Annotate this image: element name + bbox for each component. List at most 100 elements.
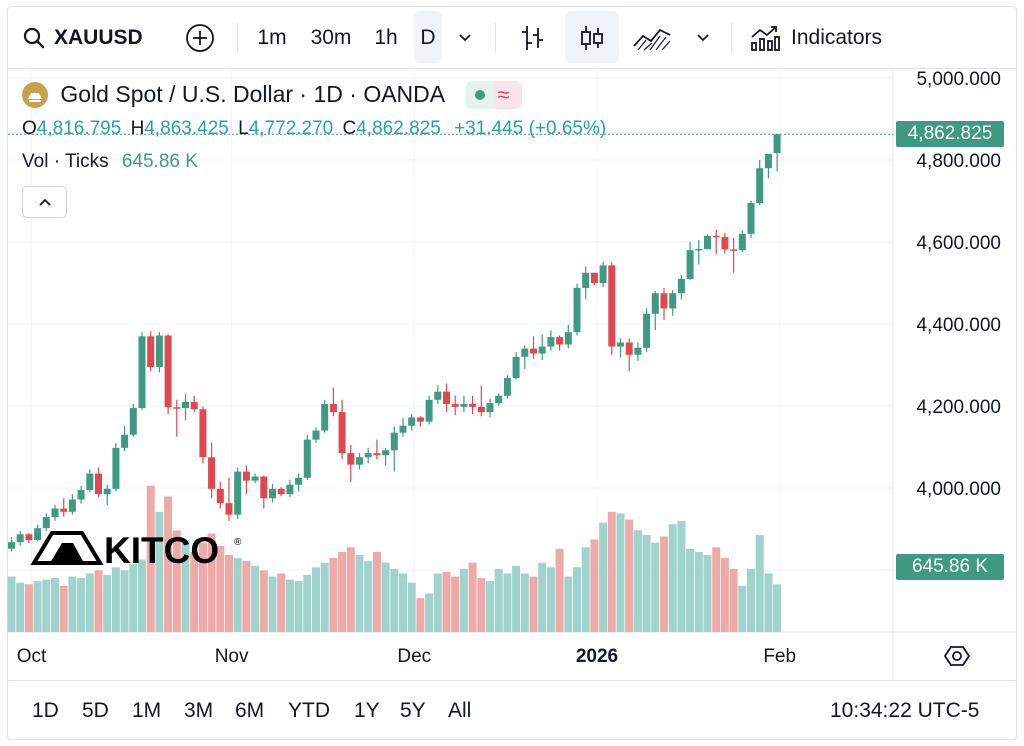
range-ytd[interactable]: YTD: [288, 698, 330, 722]
candle[interactable]: [704, 234, 711, 250]
candles-style-button[interactable]: [565, 7, 619, 68]
candle[interactable]: [556, 335, 564, 351]
candle[interactable]: [503, 375, 511, 399]
candle[interactable]: [8, 537, 15, 552]
candle[interactable]: [129, 403, 137, 437]
candle[interactable]: [121, 425, 129, 452]
range-3m[interactable]: 3M: [184, 698, 214, 722]
candle[interactable]: [469, 395, 477, 415]
candle[interactable]: [408, 414, 416, 431]
collapse-legend-button[interactable]: [22, 186, 67, 218]
candle[interactable]: [147, 331, 155, 372]
candle[interactable]: [477, 385, 485, 417]
candle[interactable]: [269, 483, 276, 503]
candle[interactable]: [242, 465, 250, 495]
candle[interactable]: [773, 133, 781, 172]
candle[interactable]: [651, 291, 659, 331]
candle[interactable]: [747, 201, 755, 238]
candle[interactable]: [443, 383, 450, 413]
candle[interactable]: [182, 393, 189, 421]
range-5d[interactable]: 5D: [82, 698, 109, 722]
candle[interactable]: [164, 334, 172, 415]
candle[interactable]: [364, 447, 372, 464]
candle[interactable]: [738, 230, 746, 253]
interval-1m[interactable]: 1m: [257, 25, 287, 49]
candle[interactable]: [590, 272, 598, 286]
chart-type-dropdown[interactable]: [690, 7, 716, 68]
range-1y[interactable]: 1Y: [354, 698, 380, 722]
candle[interactable]: [564, 324, 572, 349]
candle[interactable]: [425, 395, 433, 425]
candle[interactable]: [634, 342, 642, 361]
candle[interactable]: [660, 287, 668, 320]
price-axis[interactable]: 4,000.000 4,200.000 4,400.000 4,600.000 4,80…: [916, 69, 1001, 500]
candle[interactable]: [382, 447, 390, 466]
candle[interactable]: [112, 442, 120, 492]
candle[interactable]: [669, 290, 677, 316]
candle[interactable]: [530, 336, 537, 359]
candle[interactable]: [199, 406, 207, 464]
settings-button[interactable]: [943, 646, 971, 666]
candle[interactable]: [190, 395, 198, 413]
candle[interactable]: [286, 479, 294, 498]
candle[interactable]: [721, 232, 729, 254]
candle[interactable]: [373, 439, 381, 460]
candle[interactable]: [695, 239, 703, 265]
candle[interactable]: [338, 399, 346, 460]
candle[interactable]: [608, 262, 616, 355]
candle[interactable]: [686, 242, 694, 280]
candle[interactable]: [216, 481, 224, 509]
candle[interactable]: [251, 473, 259, 484]
candle[interactable]: [730, 237, 738, 273]
candle[interactable]: [225, 477, 233, 521]
candle[interactable]: [321, 399, 329, 433]
range-1m[interactable]: 1M: [132, 698, 162, 722]
candle[interactable]: [416, 416, 424, 427]
candle[interactable]: [34, 524, 42, 542]
candle[interactable]: [356, 453, 363, 470]
candle[interactable]: [547, 330, 555, 351]
interval-30m[interactable]: 30m: [310, 25, 352, 49]
candle[interactable]: [60, 498, 68, 517]
candle[interactable]: [512, 351, 520, 380]
candle[interactable]: [677, 274, 685, 300]
compare-button[interactable]: [182, 7, 218, 68]
candle[interactable]: [582, 266, 590, 300]
interval-dropdown[interactable]: [452, 7, 478, 68]
candle[interactable]: [643, 308, 651, 352]
range-1d[interactable]: 1D: [32, 698, 59, 722]
candle[interactable]: [25, 533, 33, 543]
candle[interactable]: [138, 332, 146, 411]
candle[interactable]: [764, 153, 772, 179]
candle[interactable]: [260, 475, 268, 509]
candle[interactable]: [486, 398, 494, 418]
candle[interactable]: [42, 513, 50, 532]
candle[interactable]: [312, 427, 320, 443]
interval-d[interactable]: D: [420, 25, 436, 49]
candle[interactable]: [390, 426, 398, 472]
area-style-button[interactable]: [630, 7, 674, 68]
candle[interactable]: [103, 484, 111, 506]
candle[interactable]: [712, 229, 720, 255]
indicators-button[interactable]: Indicators: [749, 7, 904, 68]
range-5y[interactable]: 5Y: [400, 698, 426, 722]
time-axis[interactable]: Oct Nov Dec 2026 Feb: [17, 646, 796, 667]
market-status[interactable]: ≈: [465, 80, 522, 109]
candle[interactable]: [521, 345, 529, 370]
candle[interactable]: [295, 473, 303, 492]
candle[interactable]: [208, 442, 216, 499]
candle[interactable]: [495, 393, 503, 406]
candle[interactable]: [86, 469, 94, 493]
bars-style-button[interactable]: [514, 7, 550, 68]
candle[interactable]: [451, 395, 459, 416]
candle[interactable]: [234, 467, 242, 519]
candle[interactable]: [303, 434, 311, 480]
candle[interactable]: [155, 332, 163, 373]
candle[interactable]: [277, 487, 285, 497]
candle[interactable]: [347, 444, 355, 482]
candle[interactable]: [173, 399, 181, 437]
candle[interactable]: [68, 494, 76, 515]
candle[interactable]: [399, 418, 407, 437]
candle[interactable]: [756, 160, 764, 206]
